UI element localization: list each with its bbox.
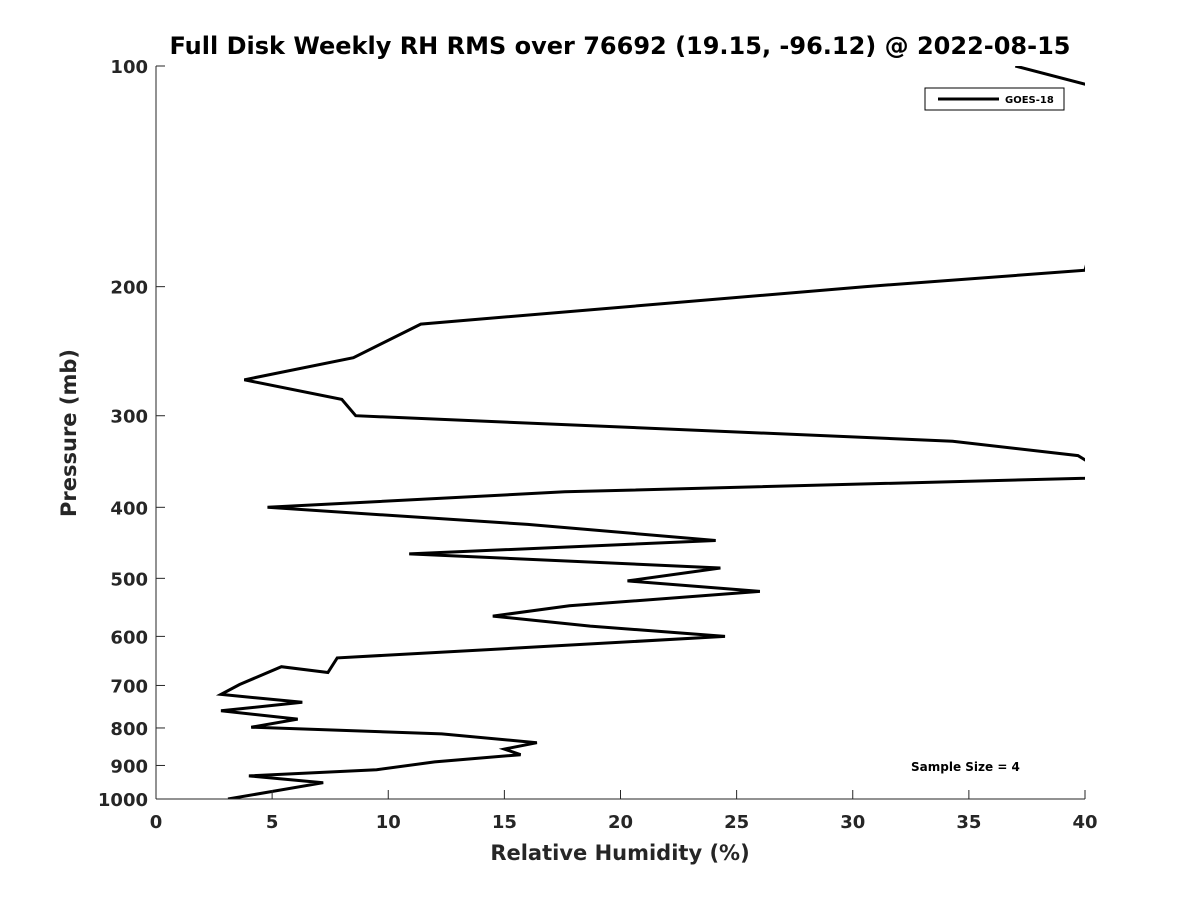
legend-entry-goes-18: GOES-18 bbox=[1005, 95, 1054, 106]
y-tick-label: 300 bbox=[110, 407, 148, 428]
chart-title: Full Disk Weekly RH RMS over 76692 (19.1… bbox=[169, 32, 1070, 60]
legend: GOES-18 bbox=[924, 87, 1065, 111]
y-tick-label: 500 bbox=[110, 569, 148, 590]
x-axis-label: Relative Humidity (%) bbox=[490, 841, 749, 865]
x-tick-label: 5 bbox=[266, 812, 279, 833]
y-axis-label: Pressure (mb) bbox=[57, 349, 81, 517]
x-axis-ticks: 0 5 10 15 20 25 30 35 40 bbox=[150, 790, 1098, 833]
y-tick-label: 1000 bbox=[98, 790, 148, 811]
y-tick-label: 600 bbox=[110, 627, 148, 648]
x-tick-label: 25 bbox=[724, 812, 749, 833]
y-tick-label: 100 bbox=[110, 57, 148, 78]
x-tick-label: 20 bbox=[608, 812, 633, 833]
y-tick-label: 400 bbox=[110, 498, 148, 519]
x-tick-label: 15 bbox=[492, 812, 517, 833]
series-line-goes-18 bbox=[215, 66, 1085, 799]
y-tick-label: 700 bbox=[110, 676, 148, 697]
y-tick-label: 200 bbox=[110, 278, 148, 299]
y-tick-label: 800 bbox=[110, 719, 148, 740]
x-tick-label: 40 bbox=[1072, 812, 1097, 833]
plot-area bbox=[155, 66, 1085, 800]
x-tick-label: 10 bbox=[376, 812, 401, 833]
x-tick-label: 0 bbox=[150, 812, 163, 833]
y-axis-ticks: 100 200 300 400 500 600 700 800 900 1000 bbox=[98, 57, 165, 811]
y-tick-label: 900 bbox=[110, 756, 148, 777]
x-tick-label: 30 bbox=[840, 812, 865, 833]
x-tick-label: 35 bbox=[956, 812, 981, 833]
sample-size-annotation: Sample Size = 4 bbox=[911, 760, 1020, 774]
